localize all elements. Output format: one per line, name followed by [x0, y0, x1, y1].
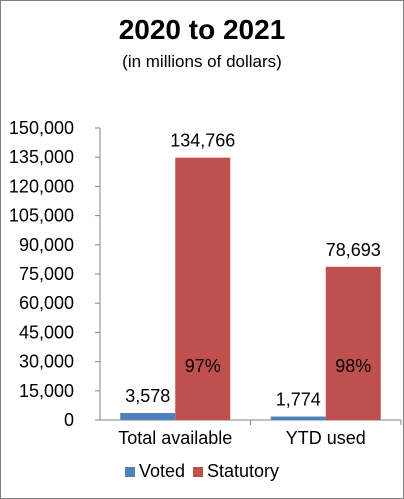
bar-statutory — [325, 266, 381, 420]
y-tick-label: 45,000 — [19, 322, 74, 342]
y-tick-label: 15,000 — [19, 381, 74, 401]
y-tick-label: 135,000 — [9, 147, 74, 167]
legend-item-statutory: Statutory — [193, 461, 279, 482]
y-tick-label: 75,000 — [19, 264, 74, 284]
legend: Voted Statutory — [0, 461, 404, 482]
y-tick-label: 0 — [64, 410, 74, 430]
legend-item-voted: Voted — [124, 461, 185, 482]
y-axis-ticks: 0 15,000 30,000 45,000 60,000 75,000 90,000 105… — [9, 118, 402, 430]
bar-statutory — [175, 157, 231, 420]
y-tick-label: 120,000 — [9, 176, 74, 196]
data-label-voted: 1,774 — [276, 390, 321, 410]
data-label-statutory: 78,693 — [326, 240, 381, 260]
data-label-statutory: 134,766 — [170, 131, 235, 151]
bars-group — [120, 157, 381, 420]
y-tick-label: 60,000 — [19, 293, 74, 313]
legend-swatch-statutory — [193, 466, 203, 477]
y-tick-label: 105,000 — [9, 206, 74, 226]
legend-label-statutory: Statutory — [207, 461, 280, 481]
data-label-voted: 3,578 — [125, 386, 170, 406]
percent-label: 98% — [335, 356, 371, 376]
percent-label: 97% — [185, 356, 221, 376]
chart-subtitle: (in millions of dollars) — [122, 52, 282, 71]
y-tick-label: 150,000 — [9, 118, 74, 138]
x-category-label: Total available — [118, 428, 232, 448]
chart-title: 2020 to 2021 — [118, 14, 286, 45]
labels-group: Total available 3,578 134,766 97% YTD used 1,… — [118, 131, 381, 448]
y-tick-label: 90,000 — [19, 235, 74, 255]
legend-label-voted: Voted — [138, 461, 185, 481]
bar-voted — [120, 413, 176, 420]
bar-voted — [270, 416, 326, 420]
legend-swatch-voted — [124, 466, 135, 477]
y-tick-label: 30,000 — [19, 352, 74, 372]
x-category-label: YTD used — [286, 428, 366, 448]
